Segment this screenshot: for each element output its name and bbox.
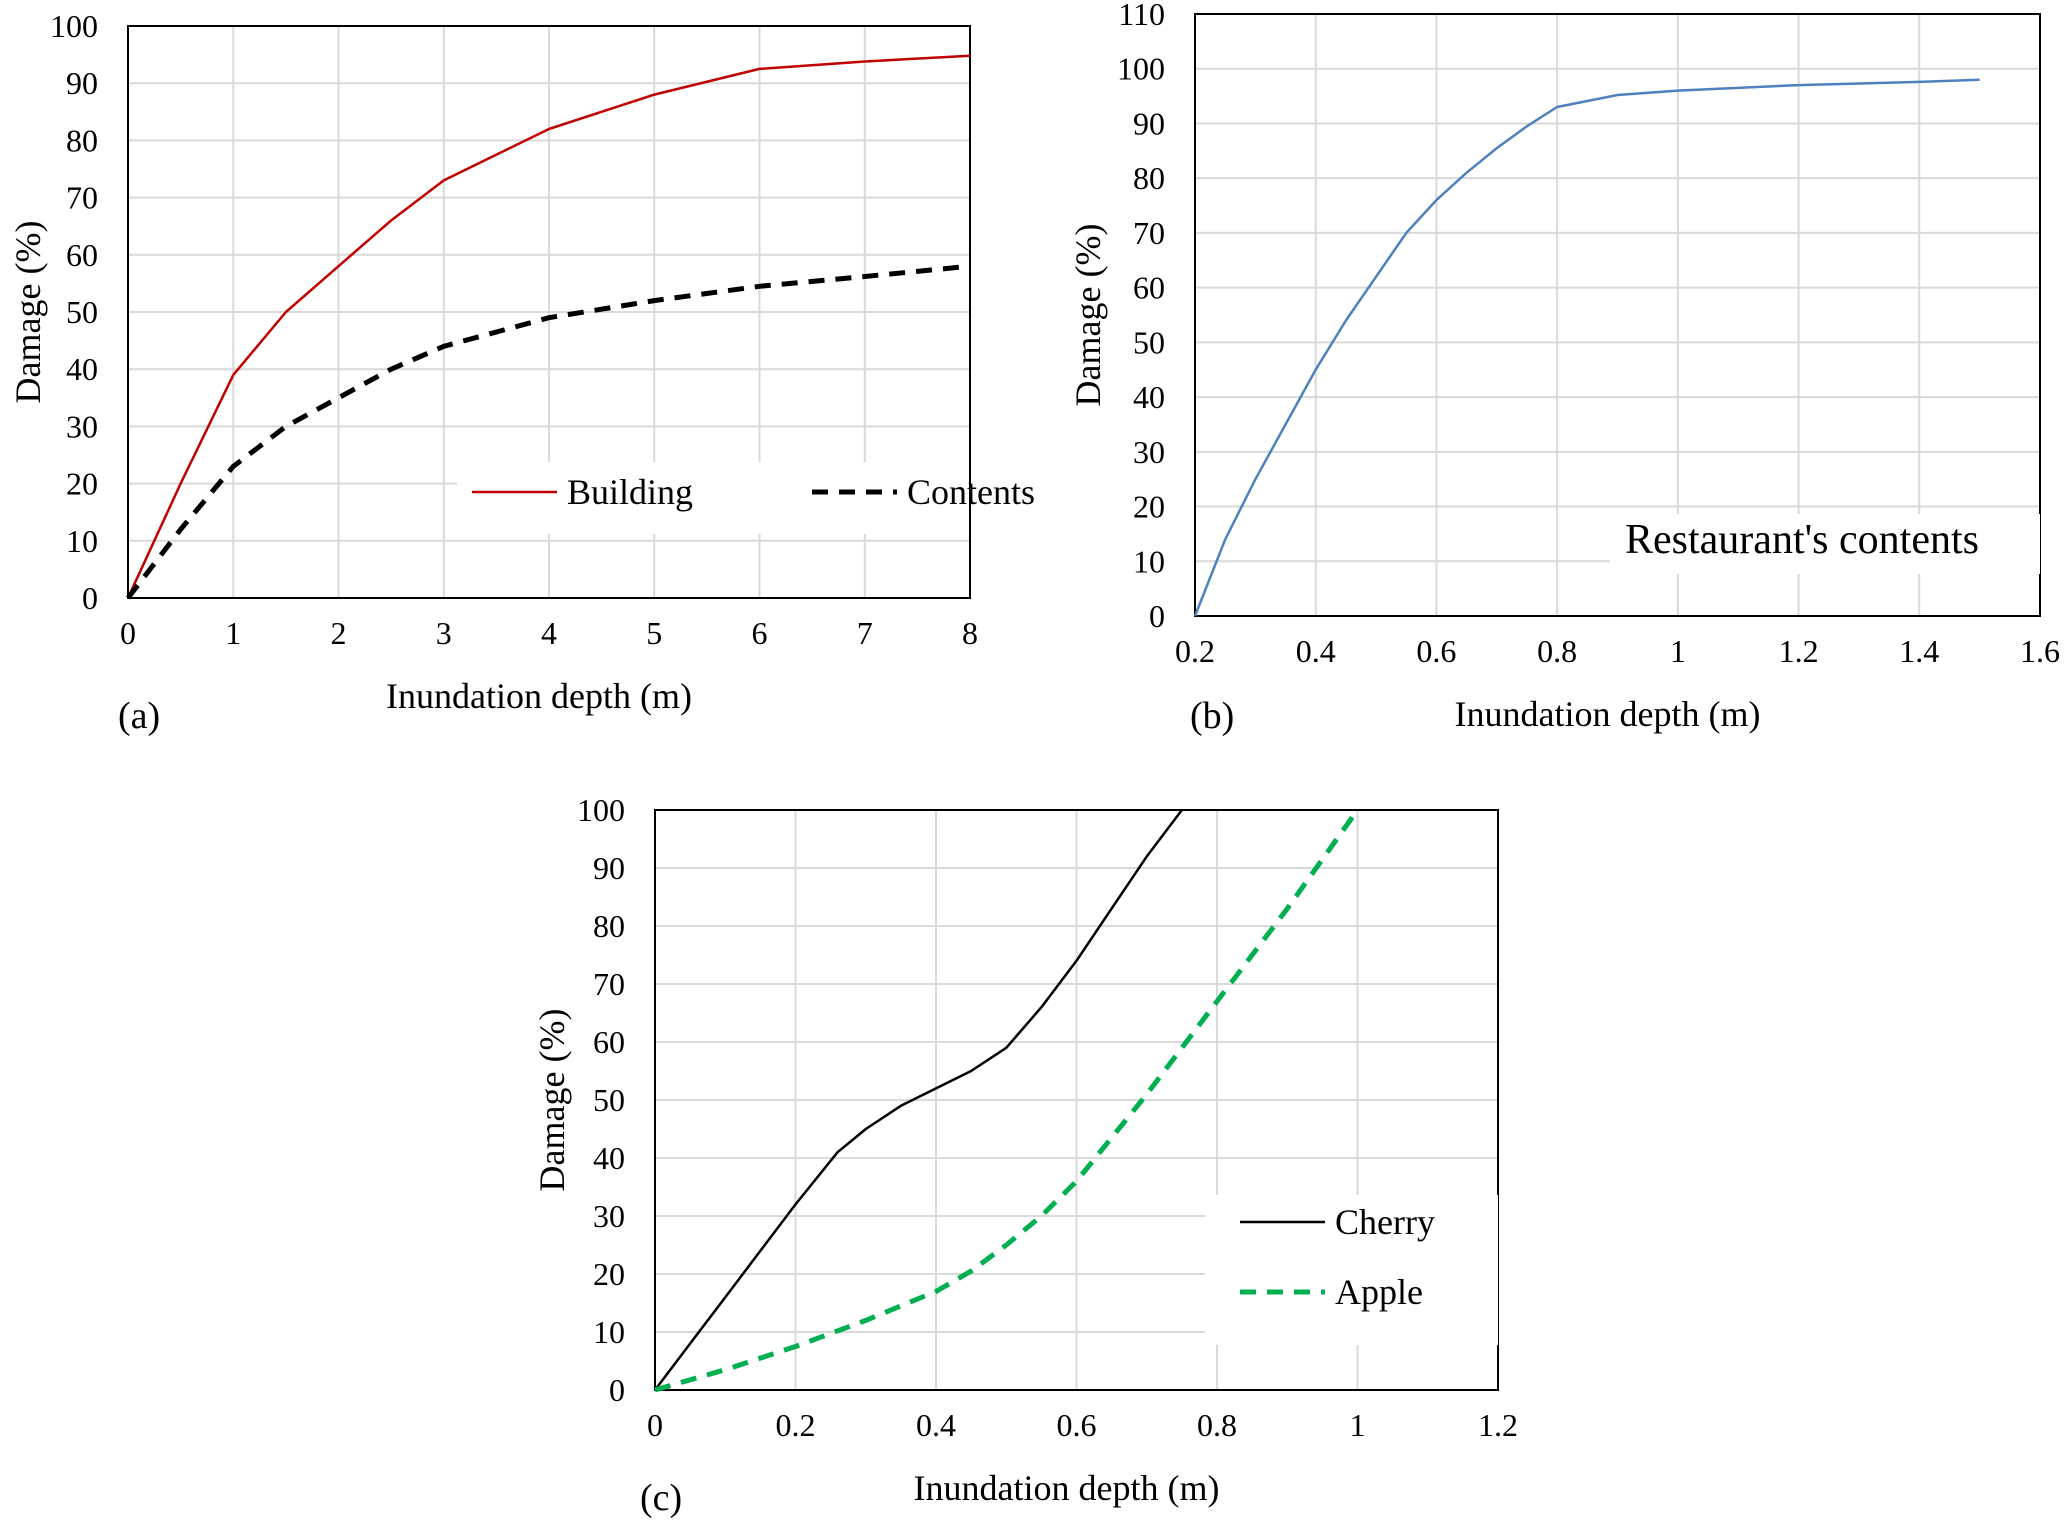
y-tick-label: 0 <box>609 1372 625 1408</box>
x-tick-label: 4 <box>541 615 557 651</box>
series-line-contents <box>126 263 971 600</box>
x-tick-label: 5 <box>646 615 662 651</box>
x-tick-label: 0.6 <box>1416 633 1456 669</box>
x-axis-title: Inundation depth (m) <box>1455 694 1761 734</box>
y-tick-label: 90 <box>593 850 625 886</box>
y-tick-label: 90 <box>66 65 98 101</box>
y-axis-title: Damage (%) <box>8 221 48 404</box>
plot-frame <box>1194 13 2041 617</box>
y-tick-label: 50 <box>1133 324 1165 360</box>
x-tick-label: 0.4 <box>916 1407 956 1443</box>
x-tick-label: 7 <box>857 615 873 651</box>
legend-box <box>1205 1195 1498 1345</box>
series-line-apple <box>654 808 1360 1393</box>
y-tick-label: 20 <box>66 466 98 502</box>
plot-frame <box>127 25 971 599</box>
x-tick-label: 0 <box>647 1407 663 1443</box>
x-tick-label: 0.4 <box>1296 633 1336 669</box>
chart-panel-3: 0 0.2 0.4 0.6 0.8 1 1.2 0 10 20 30 40 50 60 70 80 90 100 I… <box>532 792 1518 1519</box>
x-tick-label: 1 <box>1350 1407 1366 1443</box>
legend-entry: Apple <box>1335 1272 1423 1312</box>
legend-entry: Cherry <box>1335 1202 1435 1242</box>
y-tick-label: 80 <box>66 122 98 158</box>
y-tick-label: 40 <box>593 1140 625 1176</box>
y-tick-label: 80 <box>1133 160 1165 196</box>
series-line-curve <box>1193 78 1980 617</box>
x-tick-label: 3 <box>436 615 452 651</box>
y-tick-label: 70 <box>593 966 625 1002</box>
series-line-building <box>126 54 971 599</box>
y-tick-label: 80 <box>593 908 625 944</box>
x-tick-label: 8 <box>962 615 978 651</box>
x-tick-label: 1.4 <box>1899 633 1939 669</box>
y-tick-label: 40 <box>66 351 98 387</box>
x-tick-label: 0.2 <box>776 1407 816 1443</box>
y-tick-label: 10 <box>66 523 98 559</box>
y-tick-label: 100 <box>50 8 98 44</box>
y-tick-label: 50 <box>593 1082 625 1118</box>
y-tick-label: 100 <box>577 792 625 828</box>
y-tick-label: 0 <box>82 580 98 616</box>
y-tick-label: 100 <box>1117 51 1165 87</box>
y-tick-label: 20 <box>593 1256 625 1292</box>
x-tick-label: 0.8 <box>1537 633 1577 669</box>
chart-panel-2: 0.2 0.4 0.6 0.8 1 1.2 1.4 1.6 0 10 20 30 40 50 60 70 80 9… <box>1068 0 2060 737</box>
x-tick-label: 0.8 <box>1197 1407 1237 1443</box>
x-tick-label: 6 <box>752 615 768 651</box>
x-tick-label: 1.2 <box>1478 1407 1518 1443</box>
legend-entry: Contents <box>907 472 1035 512</box>
annotation-box <box>1610 514 2040 574</box>
y-tick-label: 20 <box>1133 489 1165 525</box>
panel-label: (b) <box>1190 695 1234 737</box>
y-tick-label: 60 <box>66 237 98 273</box>
y-tick-label: 60 <box>1133 270 1165 306</box>
y-tick-label: 40 <box>1133 379 1165 415</box>
x-tick-label: 0 <box>120 615 136 651</box>
x-tick-label: 1 <box>225 615 241 651</box>
panel-label: (c) <box>640 1477 682 1519</box>
y-tick-label: 0 <box>1149 598 1165 634</box>
chart-panel-1: 0 1 2 3 4 5 6 7 80102030405060708090100Inundatio… <box>8 8 1035 737</box>
x-tick-label: 0.2 <box>1175 633 1215 669</box>
annotation-text: Restaurant's contents <box>1625 517 1979 563</box>
x-tick-label: 1 <box>1670 633 1686 669</box>
x-axis-title: Inundation depth (m) <box>386 676 692 716</box>
legend-box <box>457 462 968 534</box>
x-tick-label: 2 <box>331 615 347 651</box>
panel-label: (a) <box>118 695 160 737</box>
x-tick-label: 0.6 <box>1057 1407 1097 1443</box>
y-tick-label: 30 <box>66 408 98 444</box>
y-tick-label: 10 <box>1133 543 1165 579</box>
y-tick-label: 70 <box>1133 215 1165 251</box>
y-axis-title: Damage (%) <box>1068 224 1108 407</box>
x-tick-label: 1.2 <box>1779 633 1819 669</box>
y-tick-label: 10 <box>593 1314 625 1350</box>
y-tick-label: 110 <box>1118 0 1165 32</box>
plot-frame <box>654 809 1499 1391</box>
series-line-cherry <box>654 809 1183 1391</box>
y-tick-label: 70 <box>66 180 98 216</box>
y-tick-label: 30 <box>1133 434 1165 470</box>
y-tick-label: 50 <box>66 294 98 330</box>
legend-entry: Building <box>567 472 693 512</box>
x-tick-label: 1.6 <box>2020 633 2060 669</box>
y-tick-label: 60 <box>593 1024 625 1060</box>
y-axis-title: Damage (%) <box>532 1009 572 1192</box>
x-axis-title: Inundation depth (m) <box>914 1468 1220 1508</box>
y-tick-label: 30 <box>593 1198 625 1234</box>
y-tick-label: 90 <box>1133 105 1165 141</box>
